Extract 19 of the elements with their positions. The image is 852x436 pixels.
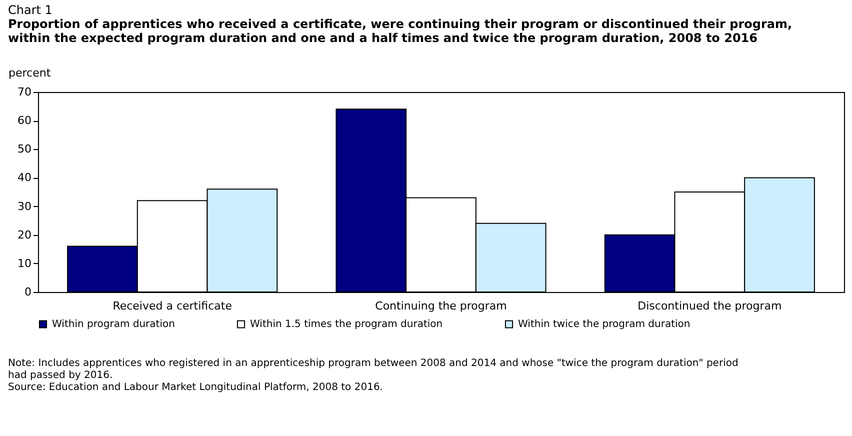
chart-title: Chart 1 — [8, 3, 52, 17]
y-tick-label: 70 — [18, 86, 32, 98]
y-axis-title: percent — [8, 66, 52, 80]
y-tick-label: 50 — [18, 142, 32, 156]
legend-label: Within program duration — [52, 319, 175, 330]
chart-subtitle: Proportion of apprentices who received a certificate, were continuing their program or discontinued their program, within the expected program duration and one and a half times and twice the program duration, 2008 to 2016 — [8, 17, 792, 45]
y-tick-label: 60 — [18, 114, 32, 128]
y-tick-label: 10 — [18, 256, 32, 270]
legend-label: Within twice the program duration — [518, 319, 690, 330]
y-tick-label: 40 — [18, 171, 32, 184]
source-note: Source: Education and Labour Market Longitudinal Platform, 2008 to 2016. — [8, 382, 383, 393]
y-tick-label: 30 — [18, 200, 32, 213]
y-tick-label: 20 — [18, 228, 32, 242]
x-tick-label: Continuing the program — [375, 300, 507, 312]
legend-label: Within 1.5 times the program duration — [250, 319, 443, 330]
x-tick-label: Received a certificate — [112, 300, 232, 312]
x-tick-label: Discontinued the program — [638, 300, 782, 312]
text: Note: Includes apprentices who registered in an apprenticeship program between 2008 and 2014 and whose "twice the program duration" period had passed by 2016. — [8, 358, 738, 381]
y-tick-label: 0 — [24, 286, 32, 298]
